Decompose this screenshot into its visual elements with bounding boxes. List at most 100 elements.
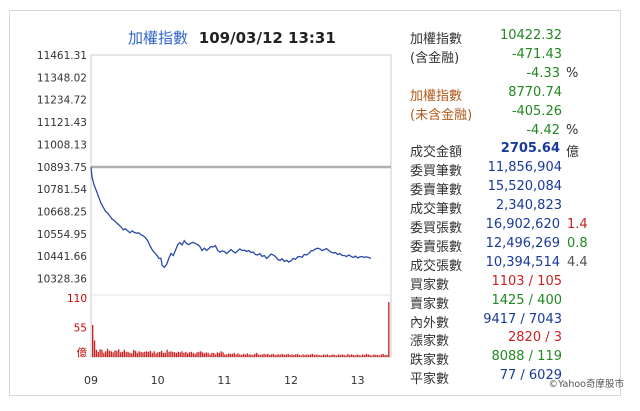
- volume-bar: [213, 352, 215, 357]
- quote-row: 成交張數 10,394,514 4.4: [410, 255, 610, 274]
- volume-bar: [362, 354, 364, 357]
- volume-bar: [332, 354, 334, 357]
- price-line-group: [90, 167, 372, 269]
- volume-bar: [380, 354, 383, 357]
- quote-value: 9417 / 7043: [483, 311, 562, 327]
- x-tick-label: 11: [217, 374, 231, 387]
- volume-bar: [194, 353, 196, 357]
- volume-bar: [300, 355, 302, 357]
- volume-bar: [363, 354, 366, 357]
- volume-bar: [190, 351, 193, 357]
- volume-bar: [116, 350, 118, 357]
- volume-bar: [114, 350, 116, 357]
- volume-bar: [254, 353, 256, 357]
- volume-bar: [179, 352, 181, 357]
- volume-bar: [146, 351, 148, 357]
- quote-value: 77 / 6029: [499, 368, 562, 384]
- quote-row: 加權指數 8770.74: [410, 85, 610, 104]
- volume-bar: [315, 354, 317, 357]
- quote-label: 漲家數: [410, 334, 450, 350]
- volume-bar: [131, 353, 133, 357]
- volume-bar: [201, 352, 204, 357]
- volume-bar: [343, 354, 345, 357]
- volume-bar: [287, 353, 289, 357]
- quote-value: 2820 / 3: [508, 330, 562, 346]
- quote-label: 委賣張數: [410, 239, 463, 255]
- volume-bar: [242, 353, 245, 357]
- volume-bar: [108, 350, 111, 357]
- volume-bar: [227, 353, 230, 357]
- volume-bar: [324, 354, 327, 357]
- source-credit: ©Yahoo奇摩股市: [548, 379, 624, 390]
- volume-bar: [317, 354, 319, 357]
- y-tick-label: 10441.66: [37, 251, 87, 263]
- quote-row: -4.33%: [410, 66, 610, 85]
- quote-row: 跌家數 8088 / 119: [410, 349, 610, 368]
- volume-bar: [177, 351, 180, 357]
- volume-bar: [347, 353, 349, 357]
- quote-row: 加權指數 10422.32: [410, 28, 610, 47]
- quote-value: 11,856,904: [487, 160, 562, 176]
- x-tick-label: 09: [84, 374, 98, 387]
- volume-bar: [112, 352, 114, 357]
- quote-ratio: 1.4: [567, 217, 588, 232]
- quote-label: 加權指數: [410, 32, 463, 47]
- volume-bar: [211, 352, 213, 357]
- volume-bar: [375, 354, 377, 357]
- quote-value: 1103 / 105: [491, 273, 562, 289]
- y-tick-label: 10554.95: [37, 229, 87, 241]
- y-tick-label: 10781.54: [37, 184, 87, 196]
- volume-bar: [367, 354, 369, 357]
- volume-bar: [339, 354, 342, 357]
- volume-bar: [129, 352, 131, 357]
- volume-bar: [140, 351, 142, 357]
- x-tick-label: 13: [351, 374, 365, 387]
- chart-title: 加權指數 109/03/12 13:31: [128, 29, 336, 47]
- plot-area: [90, 54, 392, 358]
- quote-row: 成交筆數 2,340,823: [410, 198, 610, 217]
- volume-bar: [159, 351, 161, 357]
- x-tick-label: 10: [151, 374, 165, 387]
- volume-bar: [306, 354, 308, 357]
- volume-bar: [335, 355, 338, 357]
- volume-bar: [283, 354, 286, 357]
- volume-bar: [138, 351, 140, 357]
- y-tick-label: 11234.72: [37, 95, 87, 107]
- volume-bar: [276, 354, 278, 357]
- volume-bar: [214, 354, 217, 357]
- volume-bar: [382, 353, 384, 357]
- chart-datetime: 109/03/12 13:31: [199, 29, 336, 47]
- volume-bar: [149, 350, 152, 357]
- volume-bar: [218, 352, 220, 357]
- volume-bar: [267, 353, 269, 357]
- quote-value: 2705.64: [500, 141, 560, 157]
- volume-bar: [134, 350, 137, 357]
- volume-bar: [200, 351, 202, 357]
- volume-bar: [386, 354, 388, 357]
- volume-bar: [226, 354, 228, 357]
- volume-bar: [203, 353, 206, 357]
- volume-bar: [160, 350, 163, 357]
- volume-bar: [334, 354, 336, 357]
- y-tick-label: 11121.43: [37, 117, 87, 129]
- volume-bar: [207, 352, 209, 357]
- quote-label: 委賣筆數: [410, 183, 463, 199]
- volume-bar: [224, 354, 226, 357]
- volume-bar: [293, 354, 295, 357]
- quote-label: 買家數: [410, 277, 450, 293]
- quote-row: (含金融) -471.43: [410, 47, 610, 66]
- volume-bar: [263, 353, 265, 357]
- volume-axis-ticks: 110 55 億: [67, 293, 88, 359]
- quote-row: 賣家數 1425 / 400: [410, 293, 610, 312]
- quote-row: 內外數 9417 / 7043: [410, 312, 610, 331]
- volume-bar: [153, 351, 155, 357]
- volume-bar: [127, 351, 129, 357]
- quote-label: 加權指數: [410, 88, 463, 104]
- volume-bar: [106, 348, 109, 357]
- volume-bar: [198, 351, 200, 357]
- quote-frame: [9, 10, 621, 396]
- volume-tick-label: 110: [67, 293, 87, 305]
- volume-bar: [345, 355, 347, 357]
- quote-row: (未含金融) -405.26: [410, 104, 610, 123]
